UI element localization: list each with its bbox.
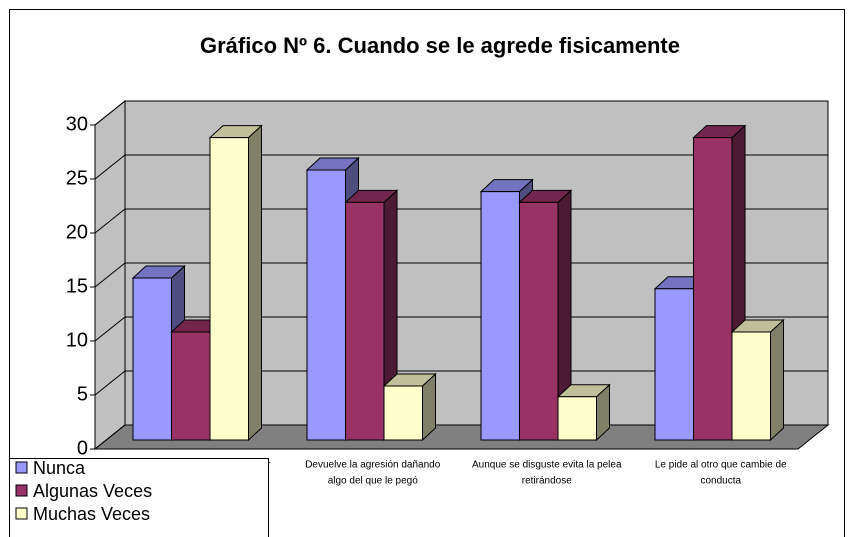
bar-front — [654, 288, 694, 441]
legend-label: Nunca — [33, 458, 86, 478]
bar — [382, 372, 437, 442]
bar — [730, 318, 785, 442]
bar — [208, 124, 263, 442]
bar-front — [345, 201, 385, 441]
x-tick-label: algo del que le pegó — [328, 476, 419, 487]
bar — [556, 383, 611, 442]
y-tick-label: 5 — [77, 383, 88, 405]
bar-front — [306, 169, 346, 441]
bar — [518, 189, 573, 442]
bar-front — [209, 137, 249, 441]
y-tick-label: 25 — [66, 167, 88, 189]
grid-line — [94, 370, 126, 396]
y-tick-label: 15 — [66, 275, 88, 297]
bar-side — [770, 318, 784, 442]
grid-line — [94, 424, 126, 450]
legend-label: Muchas Veces — [33, 504, 150, 524]
bar-front — [693, 137, 733, 441]
grid-line — [94, 208, 126, 234]
bar-side — [248, 124, 262, 442]
bar-front — [480, 191, 520, 441]
bar-front — [383, 385, 423, 441]
legend — [9, 458, 269, 537]
x-tick-label: conducta — [700, 476, 741, 487]
bar-front — [731, 331, 771, 441]
y-tick-label: 10 — [66, 329, 88, 351]
y-tick-label: 0 — [77, 437, 88, 459]
bar-front — [132, 277, 172, 441]
grid-line — [94, 316, 126, 342]
legend-swatch — [15, 507, 28, 520]
y-tick-label: 20 — [66, 221, 88, 243]
chart-title: Gráfico Nº 6. Cuando se le agrede fisica… — [200, 33, 680, 58]
x-tick-label: Le pide al otro que cambie de — [655, 460, 787, 471]
grid-line — [94, 154, 126, 180]
x-tick-label: Devuelve la agresión dañando — [305, 460, 441, 471]
y-tick-label: 30 — [66, 113, 88, 135]
legend-label: Algunas Veces — [33, 481, 152, 501]
bar-front — [519, 201, 559, 441]
legend-swatch — [15, 484, 28, 497]
x-tick-label: retirándose — [522, 476, 572, 487]
bar — [344, 189, 399, 442]
x-tick-label: Aunque se disguste evita la pelea — [472, 460, 622, 471]
grid-line — [94, 262, 126, 288]
bar-front — [557, 396, 597, 441]
bar-front — [171, 331, 211, 441]
legend-swatch — [15, 461, 28, 474]
bar — [131, 264, 186, 442]
grid-line — [94, 100, 126, 126]
